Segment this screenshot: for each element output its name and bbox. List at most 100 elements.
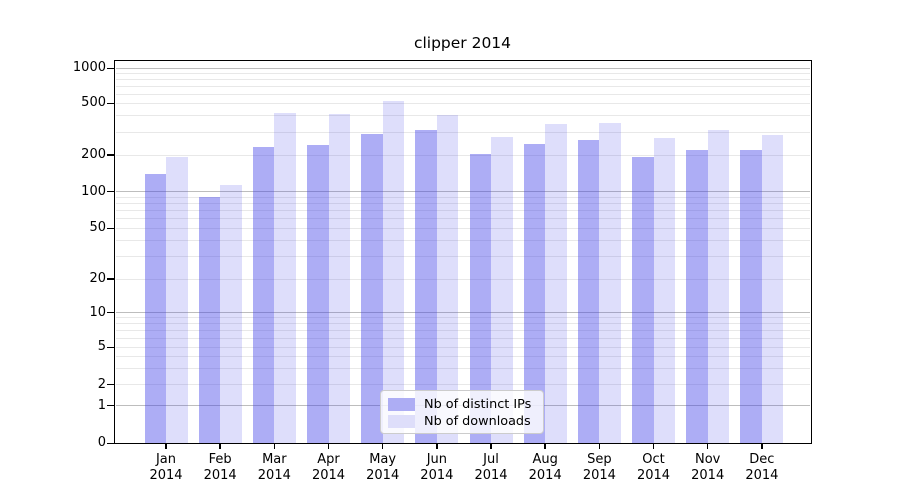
bar-distinct-ips — [144, 173, 166, 444]
gridline-major — [116, 191, 810, 193]
y-tick-mark — [107, 404, 114, 407]
gridline-major — [116, 312, 810, 314]
y-tick-mark — [107, 190, 114, 193]
legend-swatch-downloads — [388, 414, 415, 428]
x-tick-label: Apr 2014 — [299, 452, 359, 484]
bar-downloads — [761, 135, 784, 444]
gridline-minor — [116, 317, 810, 319]
gridline-minor — [116, 202, 810, 204]
x-tick-month: Apr — [317, 452, 340, 467]
y-tick-mark — [107, 278, 114, 280]
bar-distinct-ips — [686, 150, 708, 444]
x-tick-mark — [436, 443, 438, 449]
gridline-minor — [116, 330, 810, 331]
bar-downloads — [382, 100, 405, 444]
y-tick-label: 50 — [89, 220, 106, 236]
x-tick-label: Jan 2014 — [136, 452, 196, 484]
bar-distinct-ips — [469, 153, 492, 444]
bar-distinct-ips — [307, 144, 329, 444]
legend-item-downloads: Nb of downloads — [388, 413, 536, 429]
y-tick-mark — [107, 311, 114, 314]
x-tick-year: 2014 — [745, 468, 779, 483]
gridline-minor — [116, 79, 810, 81]
x-tick-mark — [381, 443, 384, 449]
gridline-minor — [116, 367, 810, 369]
gridline-minor — [116, 337, 810, 339]
bar-downloads — [328, 114, 350, 444]
bar-distinct-ips — [361, 134, 383, 444]
gridline-minor — [116, 210, 810, 212]
y-tick-mark — [107, 227, 114, 230]
y-tick-label: 0 — [97, 435, 106, 451]
x-tick-label: Feb 2014 — [190, 452, 250, 484]
y-tick-mark — [107, 102, 114, 105]
chart-title: clipper 2014 — [413, 34, 512, 52]
x-tick-label: Mar 2014 — [244, 452, 304, 484]
gridline-minor — [116, 196, 810, 198]
gridline-minor — [116, 102, 810, 104]
x-tick-year: 2014 — [691, 468, 725, 483]
x-tick-month: Aug — [532, 452, 558, 467]
bar-distinct-ips — [252, 146, 275, 444]
x-tick-year: 2014 — [257, 468, 291, 483]
x-tick-year: 2014 — [582, 468, 616, 483]
x-tick-year: 2014 — [149, 468, 183, 483]
y-tick-mark — [107, 383, 114, 386]
x-tick-month: Sep — [587, 452, 612, 467]
x-tick-label: Aug 2014 — [515, 452, 575, 484]
y-tick-label: 1 — [97, 397, 106, 413]
gridline-minor — [116, 346, 810, 348]
gridline-minor — [116, 154, 810, 156]
y-tick-label: 500 — [81, 95, 106, 111]
x-tick-month: Jan — [155, 452, 177, 467]
bar-downloads — [491, 136, 513, 444]
bar-downloads — [653, 138, 676, 444]
x-tick-year: 2014 — [420, 468, 454, 483]
x-tick-label: Oct 2014 — [624, 452, 684, 484]
gridline-minor — [116, 256, 810, 258]
x-tick-label: Dec 2014 — [732, 452, 792, 484]
x-tick-month: Dec — [749, 452, 775, 467]
x-tick-month: Oct — [642, 452, 665, 467]
bar-downloads — [166, 157, 188, 444]
y-tick-label: 100 — [81, 183, 106, 199]
legend-item-distinct-ips: Nb of distinct IPs — [388, 396, 536, 412]
bar-downloads — [436, 115, 459, 444]
y-tick-label: 200 — [81, 147, 106, 162]
gridline-minor — [116, 384, 810, 385]
y-tick-mark — [107, 154, 114, 156]
x-tick-mark — [544, 443, 546, 449]
legend-swatch-distinct-ips — [388, 397, 415, 411]
gridline-minor — [116, 85, 810, 87]
x-tick-mark — [327, 443, 330, 449]
x-tick-month: May — [369, 452, 397, 467]
bar-distinct-ips — [198, 196, 221, 444]
x-tick-month: Nov — [695, 452, 721, 467]
gridline-minor — [116, 218, 810, 220]
gridline-minor — [116, 278, 810, 280]
bar-downloads — [599, 123, 621, 444]
x-tick-mark — [219, 443, 221, 449]
x-tick-year: 2014 — [366, 468, 400, 483]
gridline-minor — [116, 73, 810, 75]
gridline-minor — [116, 323, 810, 325]
y-tick-label: 1000 — [72, 60, 106, 76]
x-tick-mark — [165, 443, 167, 449]
bar-distinct-ips — [577, 140, 600, 444]
x-tick-year: 2014 — [311, 468, 346, 483]
bar-distinct-ips — [415, 130, 437, 444]
y-tick-mark — [107, 442, 114, 445]
bar-distinct-ips — [523, 144, 546, 444]
bar-downloads — [220, 185, 242, 444]
x-tick-year: 2014 — [474, 468, 508, 483]
x-tick-mark — [273, 443, 276, 449]
y-tick-label: 5 — [97, 339, 106, 355]
y-tick-mark — [107, 67, 114, 70]
gridline-minor — [116, 240, 810, 242]
x-tick-mark — [598, 443, 601, 449]
y-tick-mark — [107, 346, 114, 349]
bar-distinct-ips — [632, 156, 654, 444]
x-tick-year: 2014 — [636, 468, 671, 483]
y-tick-label: 2 — [97, 376, 106, 392]
